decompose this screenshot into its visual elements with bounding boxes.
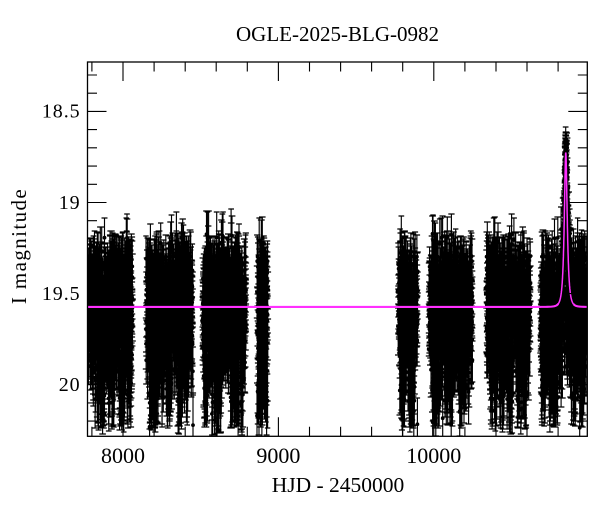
svg-text:HJD - 2450000: HJD - 2450000 bbox=[272, 473, 405, 497]
svg-text:19: 19 bbox=[59, 192, 81, 214]
svg-text:OGLE-2025-BLG-0982: OGLE-2025-BLG-0982 bbox=[236, 22, 439, 46]
svg-text:10000: 10000 bbox=[406, 443, 461, 468]
svg-text:18.5: 18.5 bbox=[42, 101, 81, 123]
svg-text:I magnitude: I magnitude bbox=[7, 188, 31, 304]
svg-text:20: 20 bbox=[59, 374, 81, 396]
svg-text:8000: 8000 bbox=[101, 443, 145, 468]
svg-text:9000: 9000 bbox=[256, 443, 300, 468]
svg-text:19.5: 19.5 bbox=[42, 283, 81, 305]
